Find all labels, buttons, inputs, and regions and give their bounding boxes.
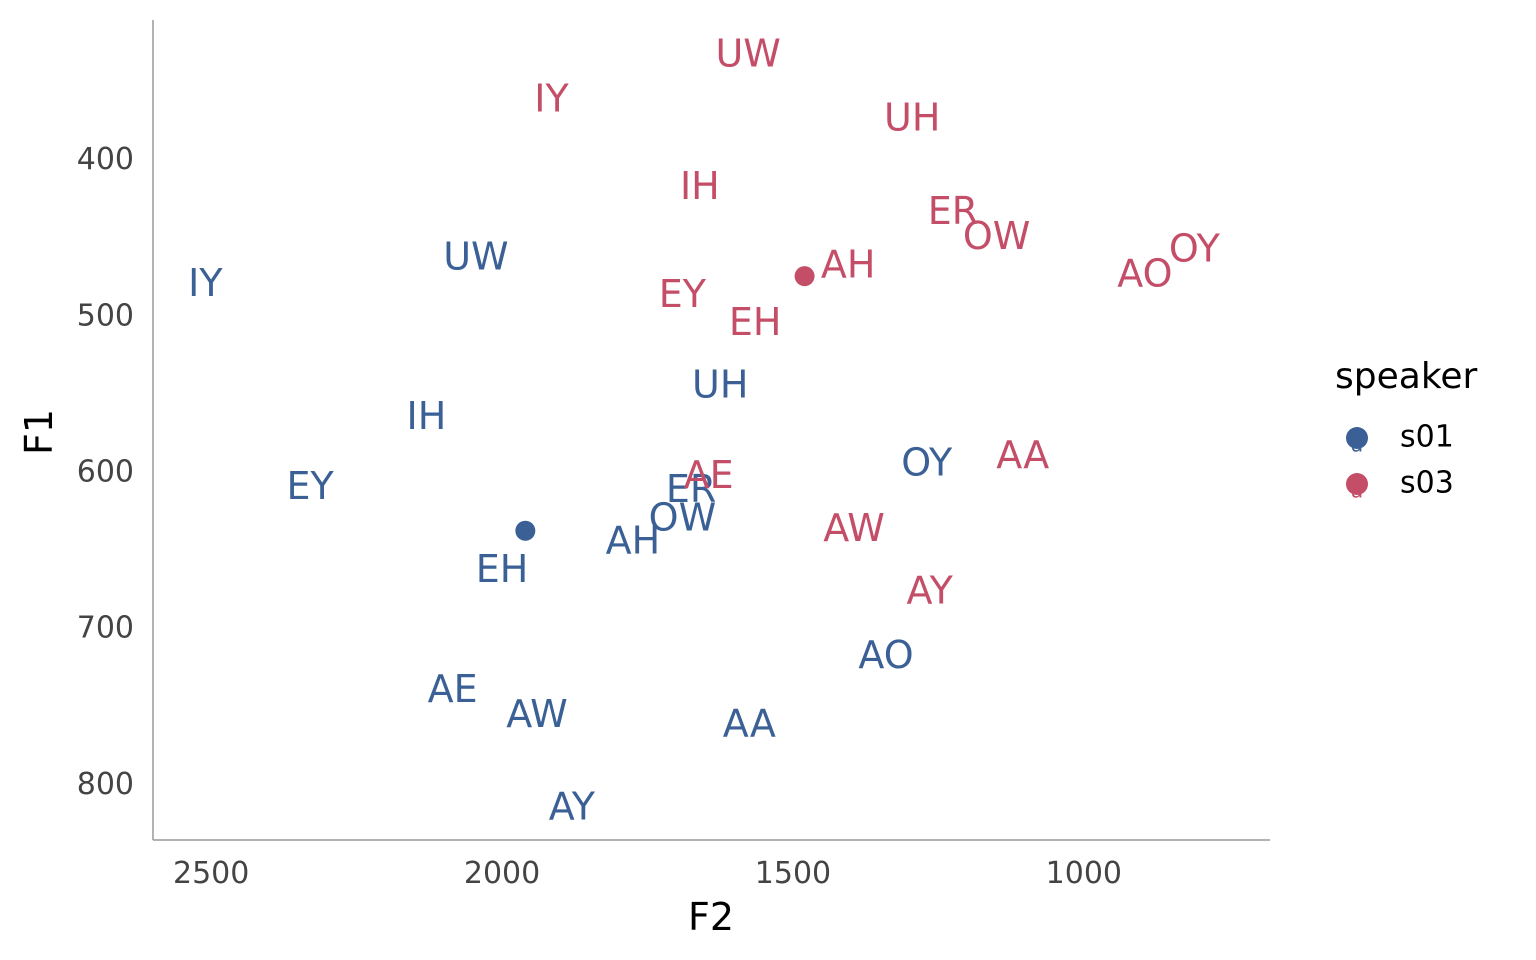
vowel-label: AH [821, 242, 876, 286]
x-axis-title: F2 [688, 895, 734, 939]
vowel-label: OY [901, 441, 953, 485]
vowel-label: AE [684, 453, 734, 497]
vowel-label: AY [549, 784, 596, 828]
vowel-label: AH [606, 519, 661, 563]
vowel-label: IY [188, 261, 223, 305]
legend-label: s01 [1400, 420, 1454, 455]
vowel-label: AE [428, 667, 478, 711]
legend-label: s03 [1400, 466, 1454, 501]
vowel-label: OY [1169, 227, 1221, 271]
vowel-label: IY [534, 77, 569, 121]
mean-point [515, 520, 536, 541]
x-tick-labels: 2500 2000 1500 1000 [173, 856, 1122, 891]
vowel-label: OW [649, 495, 716, 539]
y-tick-label: 400 [77, 142, 134, 177]
x-tick-label: 1500 [755, 856, 831, 891]
mean-point [794, 266, 815, 287]
legend-key-dot [1346, 473, 1368, 495]
vowel-label: AY [907, 569, 954, 613]
legend-key-dot [1346, 427, 1368, 449]
vowel-label: UW [715, 31, 780, 75]
vowel-label: AW [506, 692, 568, 736]
y-tick-label: 500 [77, 298, 134, 333]
vowel-label: EH [729, 300, 782, 344]
vowel-label: UW [443, 234, 508, 278]
y-tick-label: 600 [77, 454, 134, 489]
vowel-label: UH [884, 95, 940, 139]
legend-title: speaker [1335, 356, 1478, 397]
vowel-label: IH [407, 394, 447, 438]
vowel-label: AA [996, 433, 1049, 477]
vowel-label: AW [823, 506, 885, 550]
y-axis-title: F1 [17, 409, 61, 455]
vowel-label: IH [680, 164, 720, 208]
x-tick-label: 2500 [173, 856, 249, 891]
vowel-label: OW [963, 214, 1030, 258]
x-tick-label: 2000 [464, 856, 540, 891]
legend: speaker as01 as03 [1335, 356, 1478, 503]
vowel-label: AA [723, 701, 776, 745]
x-tick-label: 1000 [1046, 856, 1122, 891]
vowel-label: ER [928, 189, 978, 233]
axes [152, 20, 1270, 841]
vowel-label: AO [858, 633, 913, 677]
legend-entry-s03: as03 [1346, 466, 1454, 503]
legend-entry-s01: as01 [1346, 420, 1454, 457]
vowel-label: ER [666, 467, 716, 511]
y-tick-label: 700 [77, 611, 134, 646]
y-tick-labels: 400 500 600 700 800 [77, 142, 134, 802]
legend-entries: as01 as03 [1346, 420, 1454, 503]
vowel-label: EY [286, 464, 334, 508]
vowel-label: AO [1117, 252, 1172, 296]
vowel-label: EY [659, 272, 707, 316]
y-tick-label: 800 [77, 767, 134, 802]
vowel-label: UH [692, 363, 748, 407]
vowel-label: EH [476, 547, 529, 591]
